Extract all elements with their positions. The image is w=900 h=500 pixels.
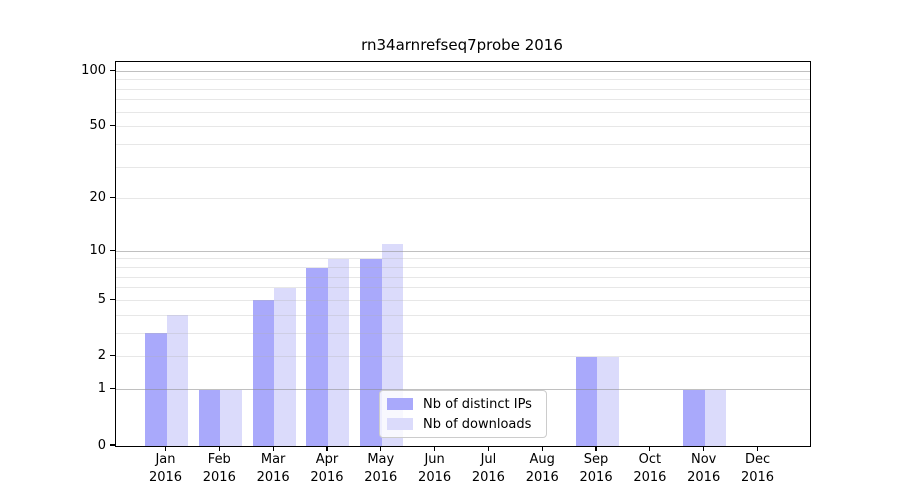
bar (360, 258, 382, 446)
major-gridline (116, 70, 810, 72)
y-tick-label: 10 (89, 242, 106, 258)
bar (220, 389, 242, 446)
y-tick-label: 100 (81, 62, 106, 78)
plot-area: Nb of distinct IPs Nb of downloads (115, 61, 811, 447)
legend: Nb of distinct IPs Nb of downloads (379, 390, 547, 438)
y-tick (110, 355, 115, 357)
y-tick (110, 197, 115, 199)
minor-gridline (116, 314, 810, 316)
bar (683, 389, 705, 446)
y-tick (110, 69, 115, 71)
x-tick (272, 446, 274, 451)
x-tick-label: Nov 2016 (687, 452, 721, 485)
minor-gridline (116, 111, 810, 113)
x-tick (595, 446, 597, 451)
x-tick-label: Jun 2016 (418, 452, 452, 485)
minor-gridline (116, 166, 810, 168)
legend-label: Nb of distinct IPs (423, 396, 532, 412)
minor-gridline (116, 126, 810, 128)
bar (166, 315, 188, 446)
bar (704, 389, 727, 446)
y-tick (110, 125, 115, 127)
minor-gridline (116, 299, 810, 301)
y-tick-label: 0 (97, 437, 106, 453)
minor-gridline (116, 79, 810, 81)
minor-gridline (116, 198, 810, 200)
minor-gridline (116, 99, 810, 101)
minor-gridline (116, 88, 810, 90)
legend-item: Nb of downloads (387, 417, 539, 432)
gridlines-layer (116, 62, 810, 446)
x-tick-label: Jan 2016 (148, 452, 183, 485)
x-tick (756, 446, 759, 451)
x-tick-label: Apr 2016 (310, 452, 344, 485)
x-tick (164, 446, 167, 451)
legend-swatch (387, 418, 413, 430)
x-tick (703, 446, 705, 451)
x-tick-label: Oct 2016 (633, 452, 667, 485)
legend-item: Nb of distinct IPs (387, 397, 539, 412)
y-tick (110, 444, 115, 446)
minor-gridline (116, 287, 810, 289)
x-tick (326, 446, 328, 451)
y-tick (110, 298, 115, 301)
minor-gridline (116, 267, 810, 269)
major-gridline (116, 250, 810, 252)
x-tick (487, 446, 489, 451)
x-tick-label: Dec 2016 (740, 452, 775, 485)
chart-title: rn34arnrefseq7probe 2016 (361, 36, 563, 54)
minor-gridline (116, 332, 810, 334)
minor-gridline (116, 143, 810, 145)
bar (198, 389, 221, 446)
x-tick (380, 446, 382, 451)
y-tick-label: 1 (97, 381, 106, 397)
y-tick (110, 249, 115, 251)
major-gridline (116, 389, 810, 391)
minor-gridline (116, 276, 810, 278)
x-tick (541, 446, 543, 451)
bar (306, 267, 328, 446)
y-tick-label: 20 (89, 190, 106, 206)
x-tick-label: Sep 2016 (579, 452, 613, 485)
bar (597, 356, 619, 446)
x-tick-label: Aug 2016 (525, 452, 559, 485)
minor-gridline (116, 258, 810, 260)
y-tick-label: 5 (97, 291, 106, 307)
bar (252, 300, 275, 446)
minor-gridline (116, 356, 810, 358)
x-tick-label: Feb 2016 (202, 452, 236, 485)
y-tick-label: 2 (97, 348, 106, 364)
bar (575, 356, 598, 446)
bar (327, 258, 350, 446)
x-tick-label: Jul 2016 (471, 452, 505, 485)
x-tick-label: Mar 2016 (256, 452, 290, 485)
x-tick (649, 446, 651, 451)
legend-swatch (387, 398, 413, 410)
y-tick (110, 388, 115, 390)
x-tick (218, 446, 220, 451)
x-tick (434, 446, 436, 451)
y-tick-label: 50 (89, 118, 106, 134)
bar (274, 287, 296, 446)
bars-layer (116, 62, 810, 446)
legend-label: Nb of downloads (423, 416, 532, 432)
x-tick-label: May 2016 (364, 452, 398, 485)
